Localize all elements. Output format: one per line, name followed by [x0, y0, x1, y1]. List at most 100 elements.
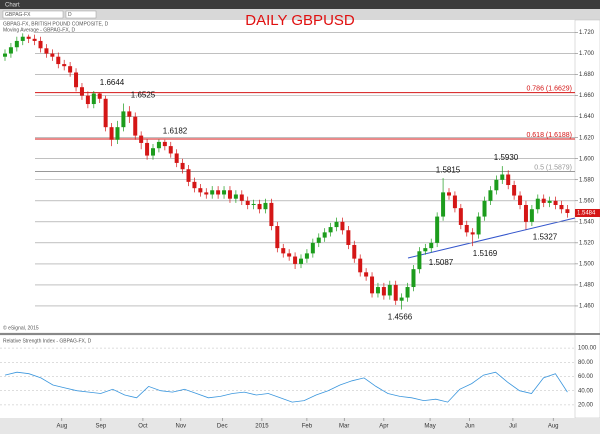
candle-body [204, 192, 209, 195]
candle-body [518, 195, 523, 205]
candle-body [293, 256, 298, 264]
candle-body [139, 135, 144, 143]
candle-body [494, 179, 499, 191]
candle-body [523, 205, 528, 222]
candle-body [358, 258, 363, 273]
candle-body [257, 203, 262, 210]
interval-box[interactable] [65, 10, 97, 19]
candle-body [97, 93, 102, 99]
x-tick-label: 2015 [255, 424, 269, 430]
candle-body [405, 287, 410, 298]
candle-body [109, 127, 114, 140]
candle-body [287, 253, 292, 257]
candle-body [103, 98, 108, 128]
price-annotation: 1.6182 [163, 127, 188, 136]
candle-body [316, 237, 321, 243]
x-tick-label: Aug [56, 424, 67, 430]
candle-body [340, 221, 345, 231]
y-tick-label: 1.640 [579, 114, 595, 120]
price-annotation: 1.5169 [473, 249, 498, 258]
title-bar [0, 0, 600, 9]
candle-body [364, 272, 369, 277]
candle-body [79, 87, 84, 96]
candle-body [417, 251, 422, 270]
candle-body [547, 200, 552, 203]
window-title: Chart [5, 3, 20, 9]
candle-body [192, 181, 197, 189]
candle-body [529, 209, 534, 222]
rsi-tick-label: 100.00 [578, 346, 597, 352]
y-tick-label: 1.660 [579, 93, 595, 99]
y-tick-label: 1.460 [579, 304, 595, 310]
candle-body [85, 95, 90, 105]
candle-body [304, 253, 309, 259]
rsi-line [4, 371, 568, 403]
y-tick-label: 1.540 [579, 219, 595, 225]
candle-body [222, 190, 227, 195]
candle-body [269, 202, 274, 227]
candle-body [500, 174, 505, 180]
candle-body [393, 284, 398, 301]
symbol-box[interactable] [2, 10, 64, 19]
price-annotation: 1.5815 [436, 165, 461, 174]
candle-body [381, 287, 386, 296]
price-panel [0, 20, 575, 332]
candle-body [541, 198, 546, 203]
candle-body [423, 248, 428, 252]
candle-body [151, 148, 155, 156]
x-tick-label: Jun [465, 424, 475, 430]
candle-body [346, 230, 351, 245]
candle-body [50, 53, 55, 57]
candle-body [535, 198, 540, 210]
candle-body [411, 269, 416, 288]
candle-body [334, 221, 339, 228]
x-tick-label: Dec [217, 424, 228, 430]
y-tick-label: 1.600 [579, 156, 595, 162]
candle-body [299, 258, 303, 264]
candle-body [476, 216, 481, 235]
trend-line [407, 217, 576, 259]
candle-body [488, 190, 493, 201]
candle-body [565, 209, 570, 213]
candle-body [352, 244, 357, 259]
y-axis-area [574, 19, 600, 419]
x-tick-label: Oct [138, 424, 148, 430]
candle-body [328, 227, 333, 233]
symbol[interactable]: GBPAG-FX [5, 12, 31, 18]
candle-body [180, 162, 185, 170]
candle-body [74, 72, 79, 88]
rsi-tick-label: 60.00 [578, 374, 594, 380]
candle-body [245, 200, 250, 205]
candle-body [3, 53, 7, 57]
candle-body [115, 127, 120, 140]
candle-body [14, 40, 19, 48]
interval[interactable]: D [68, 12, 72, 18]
candle-body [174, 153, 179, 163]
candle-body [133, 116, 138, 136]
y-tick-label: 1.700 [579, 51, 595, 57]
y-tick-label: 1.560 [579, 198, 595, 204]
fib-label: 0.5 (1.5879) [534, 164, 572, 171]
candle-body [370, 276, 375, 294]
candle-body [227, 190, 232, 199]
candle-body [20, 36, 25, 41]
candle-body [310, 242, 315, 254]
candle-body [233, 194, 238, 199]
last-price: 1.5484 [577, 211, 596, 217]
price-annotation: 1.5087 [429, 258, 454, 267]
y-tick-label: 1.620 [579, 135, 595, 141]
candle-body [464, 224, 469, 233]
fib-label: 0.786 (1.6629) [526, 85, 572, 92]
candle-body [239, 194, 244, 201]
x-tick-label: Apr [379, 424, 388, 430]
candle-body [91, 93, 96, 105]
candle-body [447, 192, 451, 196]
candle-body [26, 36, 31, 39]
y-tick-label: 1.520 [579, 240, 595, 246]
toolbar [0, 9, 600, 20]
chart-title: DAILY GBPUSD [245, 12, 355, 29]
candle-body [452, 195, 457, 209]
candle-body [482, 200, 487, 217]
candle-body [435, 216, 440, 243]
